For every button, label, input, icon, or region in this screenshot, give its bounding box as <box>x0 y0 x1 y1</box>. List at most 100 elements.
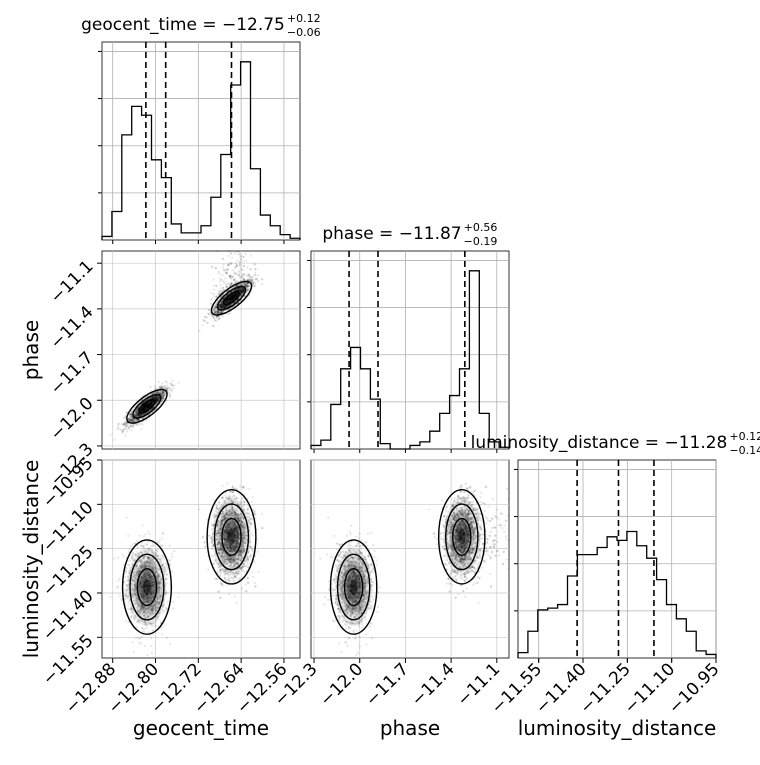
sample-point <box>149 533 151 535</box>
sample-point <box>124 571 126 573</box>
sample-point <box>125 598 127 600</box>
sample-point <box>227 269 229 271</box>
sample-point <box>215 296 217 298</box>
sample-point <box>164 392 166 394</box>
sample-point <box>171 379 173 381</box>
sample-point <box>172 384 174 386</box>
sample-point <box>218 271 220 273</box>
sample-point <box>119 595 121 597</box>
sample-point <box>166 573 168 575</box>
sample-point <box>123 417 125 419</box>
sample-point <box>124 416 126 418</box>
sample-point <box>110 434 112 436</box>
sample-point <box>214 310 216 312</box>
sample-point <box>213 293 215 295</box>
sample-point <box>261 278 263 280</box>
sample-point <box>133 425 135 427</box>
sample-point <box>257 274 259 276</box>
sample-point <box>254 272 256 274</box>
sample-point <box>161 537 163 539</box>
sample-point <box>213 279 215 281</box>
sample-point <box>219 278 221 280</box>
sample-point <box>140 422 142 424</box>
sample-point <box>147 531 149 533</box>
panel-frame <box>102 42 300 240</box>
sample-point <box>243 265 245 267</box>
sample-point <box>171 556 173 558</box>
param-title-geocent_time: geocent_time = −12.75 <box>81 15 285 35</box>
sample-point <box>169 559 171 561</box>
sample-point <box>143 535 145 537</box>
sample-point <box>127 425 129 427</box>
sample-point <box>122 556 124 558</box>
sample-point <box>132 551 134 553</box>
sample-point <box>148 631 150 633</box>
sample-point <box>171 571 173 573</box>
sample-point <box>173 550 175 552</box>
sample-point <box>236 260 238 262</box>
sample-point <box>230 263 232 265</box>
sample-point <box>242 260 244 262</box>
sample-point <box>154 385 156 387</box>
sample-point <box>240 258 242 260</box>
sample-point <box>118 578 120 580</box>
sample-point <box>126 431 128 433</box>
sample-point <box>247 285 249 287</box>
sample-point <box>253 274 255 276</box>
sample-point <box>117 425 119 427</box>
sample-point <box>132 641 134 643</box>
sample-point <box>222 267 224 269</box>
sample-point <box>163 386 165 388</box>
sample-point <box>216 316 218 318</box>
sample-point <box>247 279 249 281</box>
scatter-panel-phase-vs-geocent_time <box>102 250 300 449</box>
title-upper-error: +0.12 <box>729 430 760 443</box>
sample-point <box>240 255 242 257</box>
sample-point <box>140 545 142 547</box>
sample-point <box>130 545 132 547</box>
sample-point <box>140 428 142 430</box>
sample-point <box>164 610 166 612</box>
sample-point <box>198 330 200 332</box>
sample-point <box>245 260 247 262</box>
sample-point <box>159 540 161 542</box>
sample-point <box>125 620 127 622</box>
sample-point <box>250 255 252 257</box>
sample-point <box>169 643 171 645</box>
sample-point <box>117 423 119 425</box>
sample-point <box>236 264 238 266</box>
sample-point <box>235 273 237 275</box>
sample-point <box>146 627 148 629</box>
sample-point <box>216 311 218 313</box>
hist-panel-luminosity_distance <box>514 460 716 662</box>
sample-point <box>161 545 163 547</box>
sample-point <box>177 382 179 384</box>
sample-point <box>164 385 166 387</box>
sample-point <box>165 381 167 383</box>
sample-point <box>135 637 137 639</box>
sample-point <box>220 284 222 286</box>
sample-point <box>250 268 252 270</box>
sample-point <box>239 271 241 273</box>
sample-point <box>110 596 112 598</box>
sample-point <box>124 435 126 437</box>
sample-point <box>219 280 221 282</box>
sample-point <box>166 389 168 391</box>
sample-point <box>226 286 228 288</box>
sample-point <box>233 279 235 281</box>
sample-point <box>222 287 224 289</box>
sample-point <box>224 278 226 280</box>
sample-point <box>223 269 225 271</box>
sample-point <box>171 553 173 555</box>
sample-point <box>130 615 132 617</box>
sample-point <box>213 295 215 297</box>
sample-point <box>140 642 142 644</box>
sample-point <box>215 285 217 287</box>
sample-point <box>228 282 230 284</box>
title-lower-error: −0.19 <box>464 235 498 248</box>
sample-point <box>169 392 171 394</box>
sample-point <box>234 267 236 269</box>
sample-point <box>140 636 142 638</box>
sample-point <box>238 251 240 253</box>
sample-point <box>228 250 230 252</box>
